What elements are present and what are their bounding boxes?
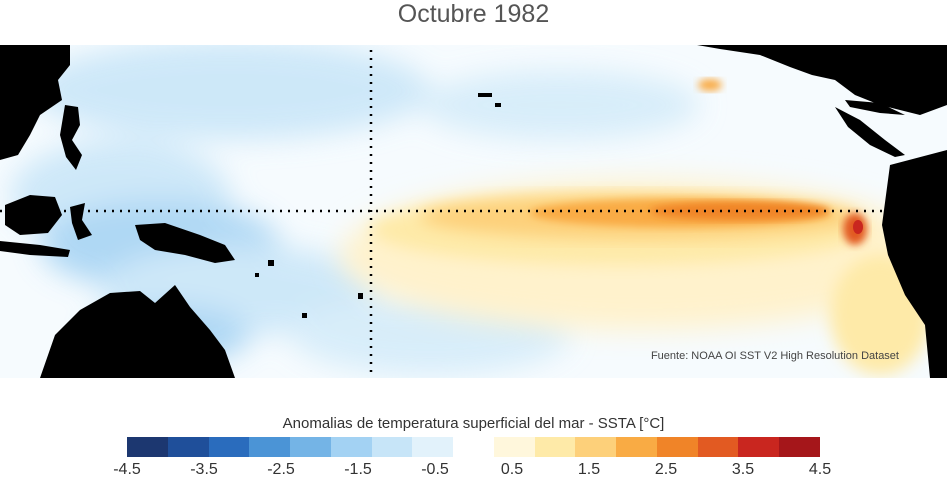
south-america-land [882,150,947,378]
asia-land [0,45,70,160]
colorbar-swatch [779,437,821,457]
colorbar-swatch [656,437,698,457]
land-masses [0,45,947,378]
colorbar-tick-label: -1.5 [344,461,372,478]
colorbar-swatch [412,437,454,457]
colorbar-tick-label: 2.5 [654,461,678,478]
colorbar-tick-label: 3.5 [731,461,755,478]
colorbar [127,437,821,457]
sulawesi-land [70,203,92,240]
ssta-map [0,45,947,378]
colorbar-swatch [208,437,250,457]
legend-title: Anomalias de temperatura superficial del… [282,415,665,432]
colorbar-swatch [534,437,576,457]
colorbar-swatch [493,437,535,457]
java-land [0,241,70,257]
north-america-land [697,45,947,115]
colorbar-swatch [330,437,372,457]
colorbar-swatch [371,437,413,457]
colorbar-tick-label: 4.5 [808,461,832,478]
colorbar-tick-label: -3.5 [190,461,218,478]
colorbar-tick-label: -4.5 [113,461,141,478]
mexico-central-america-land [835,107,905,157]
source-note: Fuente: NOAA OI SST V2 High Resolution D… [650,350,899,362]
colorbar-swatch [290,437,331,457]
colorbar-swatch [249,437,291,457]
warm-anomaly-field [340,79,940,375]
reference-lines [0,50,890,378]
cuba-land [845,100,905,115]
map-title: Octubre 1982 [397,0,550,28]
colorbar-tick-label: -2.5 [267,461,295,478]
borneo-land [5,195,62,235]
colorbar-swatch [616,437,657,457]
colorbar-ticks: -4.5 -3.5 -2.5 -1.5 -0.5 0.5 1.5 2.5 3.5 4.5 [113,461,831,479]
colorbar-tick-label: 0.5 [500,461,524,478]
colorbar-swatch [453,437,494,457]
colorbar-tick-label: 1.5 [577,461,601,478]
colorbar-swatch [167,437,209,457]
australia-land [40,285,235,378]
colorbar-swatch [697,437,739,457]
philippines-land [60,105,82,170]
colorbar-swatch [127,437,168,457]
hawaii-islands [478,93,492,97]
colorbar-tick-label: -0.5 [421,461,449,478]
new-guinea-land [135,223,235,263]
colorbar-swatch [738,437,780,457]
colorbar-swatch [575,437,617,457]
